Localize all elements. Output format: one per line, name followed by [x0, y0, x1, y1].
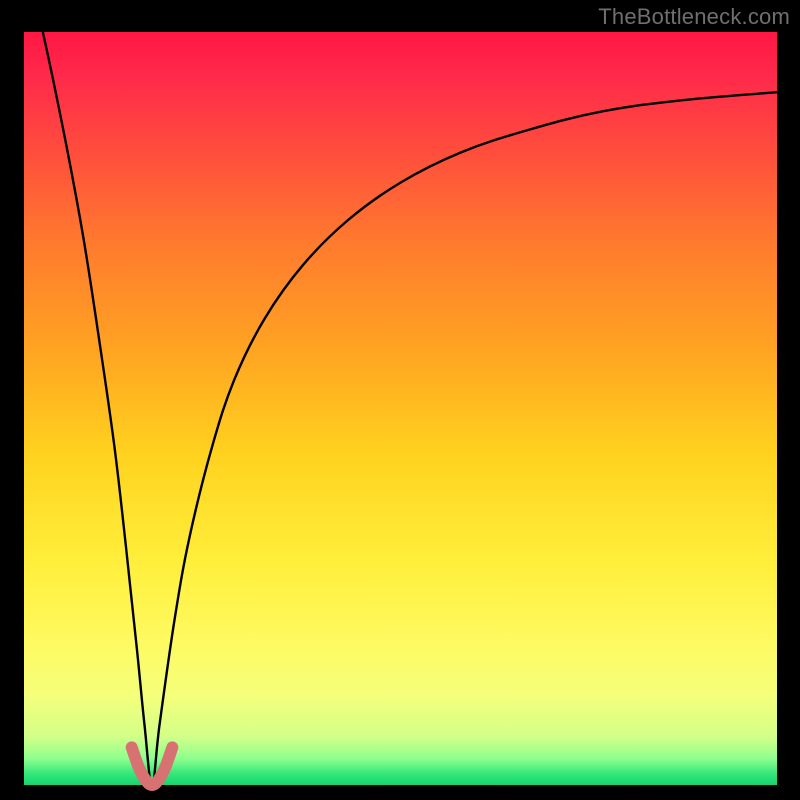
chart-stage: TheBottleneck.com	[0, 0, 800, 800]
watermark-text: TheBottleneck.com	[598, 4, 790, 30]
plot-background	[24, 32, 777, 785]
bottleneck-plot	[0, 0, 800, 800]
